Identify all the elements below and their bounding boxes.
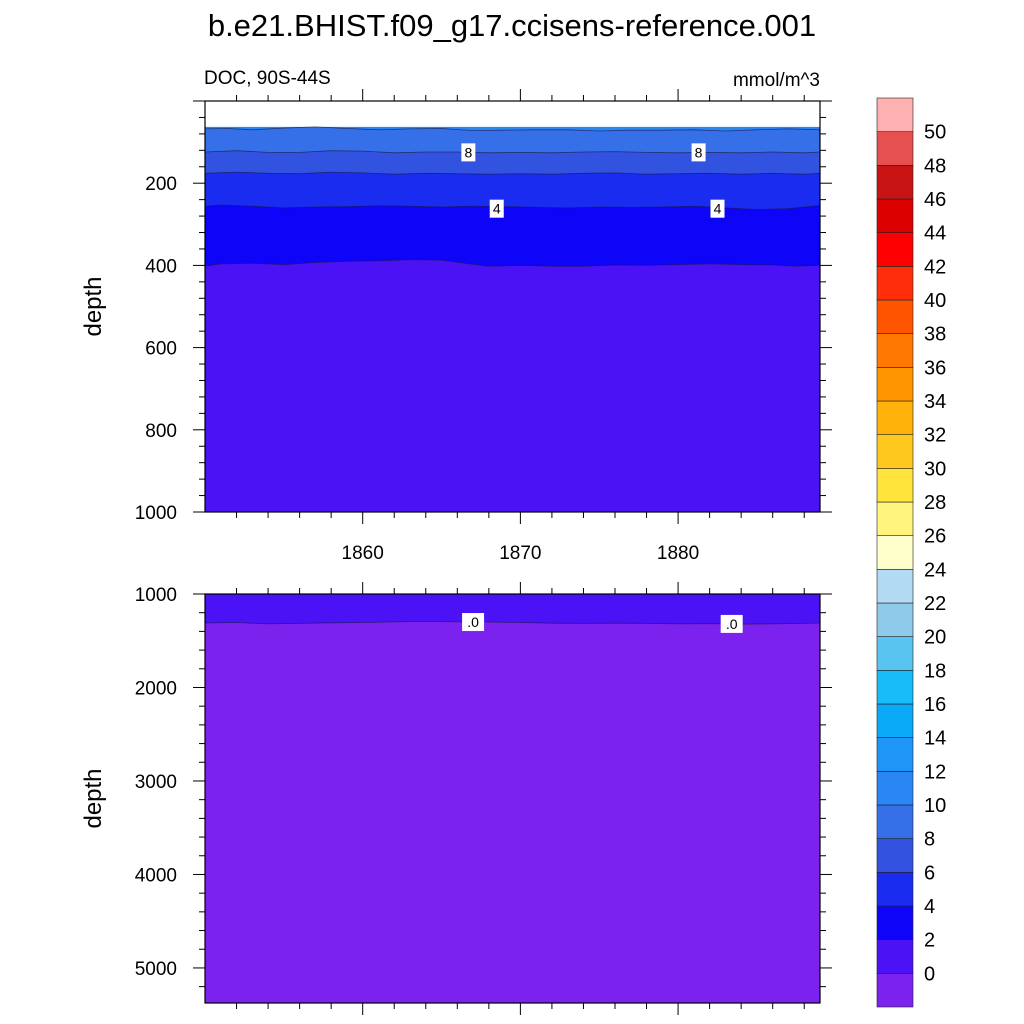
upper-contour-label-box <box>489 199 504 218</box>
upper-y-tick-label: 200 <box>145 174 177 195</box>
upper-contour-line-3 <box>204 171 821 175</box>
colorbar-label: 36 <box>924 357 946 379</box>
upper-contour-label-box <box>710 199 725 218</box>
colorbar-swatch <box>876 636 914 671</box>
lower-contour-label: .0 <box>467 614 479 630</box>
colorbar-swatch <box>876 333 914 368</box>
upper-y-axis-title: depth <box>80 276 107 336</box>
colorbar-swatch <box>876 535 914 570</box>
colorbar-label: 14 <box>924 728 946 750</box>
colorbar: 0246810121416182022242628303234363840424… <box>876 97 946 1008</box>
upper-plot-frame <box>204 100 821 513</box>
colorbar-label: 2 <box>924 930 935 952</box>
colorbar-label: 8 <box>924 829 935 851</box>
lower-band-1 <box>205 621 820 1003</box>
lower-y-tick-label: 1000 <box>135 585 177 606</box>
colorbar-swatch <box>876 198 914 233</box>
colorbar-label: 24 <box>924 559 946 581</box>
colorbar-swatch <box>876 670 914 705</box>
colorbar-swatch <box>876 602 914 637</box>
lower-contour-label-box <box>720 614 743 633</box>
colorbar-swatch <box>876 939 914 974</box>
colorbar-swatch <box>876 501 914 536</box>
colorbar-label: 50 <box>924 122 946 144</box>
colorbar-swatch <box>876 266 914 301</box>
upper-contour-label: 8 <box>695 144 703 160</box>
colorbar-swatch <box>876 703 914 738</box>
colorbar-swatch <box>876 737 914 772</box>
upper-contour-label: 4 <box>714 201 722 217</box>
upper-band-5 <box>205 259 820 512</box>
upper-x-tick-label: 1870 <box>499 543 541 564</box>
colorbar-label: 46 <box>924 189 946 211</box>
colorbar-label: 4 <box>924 896 935 918</box>
upper-contour-line-2 <box>204 150 821 154</box>
colorbar-label: 0 <box>924 963 935 985</box>
colorbar-swatch <box>876 367 914 402</box>
colorbar-swatch <box>876 434 914 469</box>
lower-contour-label: .0 <box>726 616 738 632</box>
colorbar-swatch <box>876 804 914 839</box>
colorbar-swatch <box>876 973 914 1008</box>
colorbar-label: 38 <box>924 324 946 346</box>
colorbar-swatch <box>876 299 914 334</box>
units-label: mmol/m^3 <box>733 70 820 91</box>
colorbar-label: 6 <box>924 862 935 884</box>
colorbar-label: 12 <box>924 761 946 783</box>
colorbar-label: 44 <box>924 223 946 245</box>
colorbar-swatch <box>876 905 914 940</box>
colorbar-label: 30 <box>924 458 946 480</box>
colorbar-swatch <box>876 838 914 873</box>
colorbar-swatch <box>876 569 914 604</box>
colorbar-label: 10 <box>924 795 946 817</box>
upper-contour-line-1 <box>204 126 821 132</box>
upper-x-tick-label: 1880 <box>657 543 699 564</box>
lower-y-tick-label: 2000 <box>135 678 177 699</box>
colorbar-label: 18 <box>924 660 946 682</box>
upper-contour-label-box <box>461 143 476 162</box>
lower-y-tick-label: 3000 <box>135 772 177 793</box>
upper-depth-panel: 200 400 600 800 1000 1860 1870 1880 depth 8 8 4 4 <box>80 89 832 564</box>
colorbar-label: 32 <box>924 425 946 447</box>
colorbar-label: 40 <box>924 290 946 312</box>
upper-y-tick-label: 600 <box>145 339 177 360</box>
colorbar-swatch <box>876 400 914 435</box>
colorbar-label: 42 <box>924 256 946 278</box>
region-label: DOC, 90S-44S <box>204 68 331 89</box>
upper-y-tick-label: 400 <box>145 256 177 277</box>
colorbar-swatch <box>876 468 914 503</box>
colorbar-label: 48 <box>924 155 946 177</box>
lower-contour-label-box <box>462 613 485 632</box>
lower-depth-panel: 1000 2000 3000 4000 5000 depth .0 .0 <box>80 582 832 1015</box>
upper-contour-label: 8 <box>464 144 472 160</box>
colorbar-swatch <box>876 232 914 267</box>
colorbar-label: 34 <box>924 391 946 413</box>
upper-contour-label-box <box>691 143 706 162</box>
colorbar-swatch <box>876 872 914 907</box>
colorbar-swatch <box>876 97 914 132</box>
upper-y-tick-label: 1000 <box>135 503 177 524</box>
colorbar-swatch <box>876 131 914 166</box>
lower-plot-frame <box>204 593 821 1004</box>
figure-title: b.e21.BHIST.f09_g17.ccisens-reference.00… <box>208 8 816 43</box>
lower-y-tick-label: 4000 <box>135 865 177 886</box>
colorbar-label: 20 <box>924 627 946 649</box>
upper-y-tick-label: 800 <box>145 421 177 442</box>
upper-x-tick-label: 1860 <box>342 543 384 564</box>
colorbar-label: 16 <box>924 694 946 716</box>
lower-y-tick-label: 5000 <box>135 959 177 980</box>
upper-contour-line-5 <box>204 259 821 267</box>
colorbar-label: 22 <box>924 593 946 615</box>
colorbar-label: 28 <box>924 492 946 514</box>
colorbar-label: 26 <box>924 526 946 548</box>
upper-contour-label: 4 <box>493 201 501 217</box>
lower-y-axis-title: depth <box>80 768 107 828</box>
colorbar-swatch <box>876 165 914 200</box>
colorbar-swatch <box>876 771 914 806</box>
